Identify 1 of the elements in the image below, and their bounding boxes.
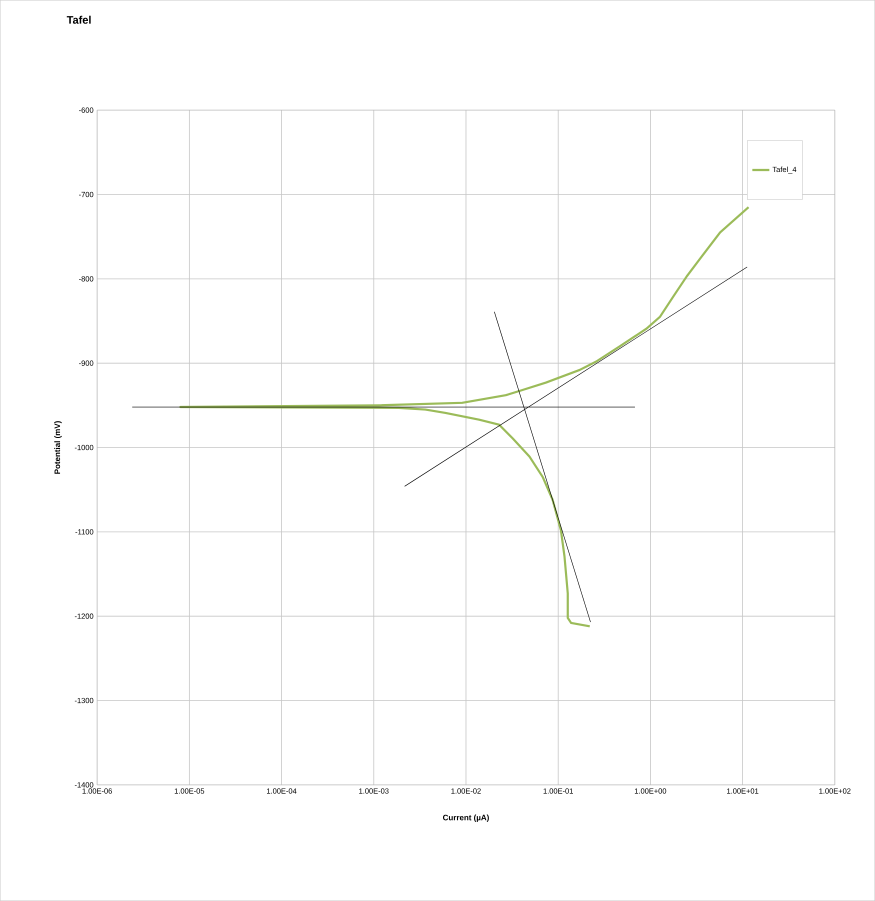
chart-title: Tafel [66, 16, 91, 24]
